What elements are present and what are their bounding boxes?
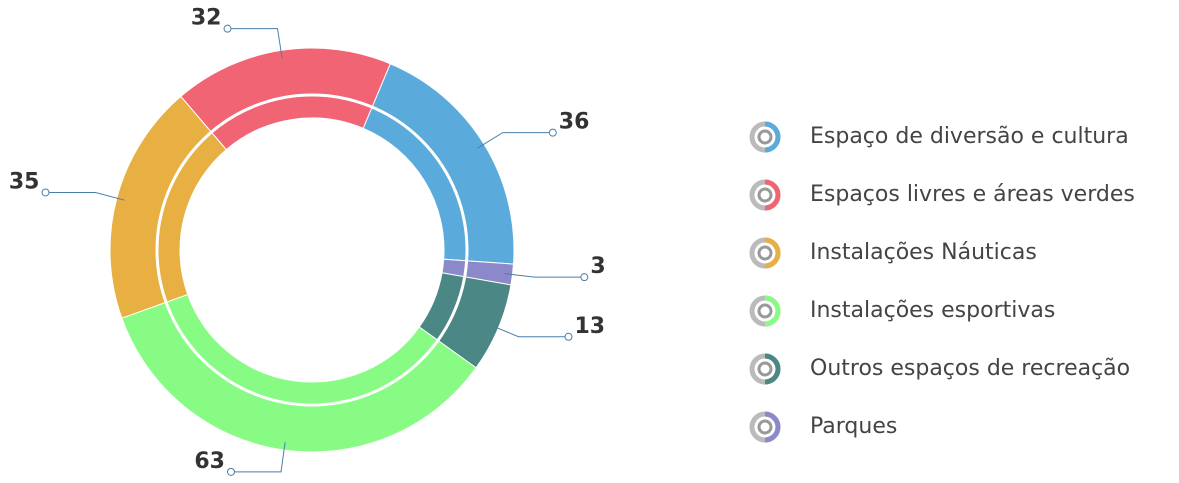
legend-icon-inner: [757, 303, 773, 319]
leader-dot: [226, 467, 235, 476]
leader-line: [45, 191, 125, 201]
legend-label: Outros espaços de recreação: [810, 356, 1130, 381]
legend-icon-inner: [757, 129, 773, 145]
leader-dot: [580, 273, 589, 282]
legend-icon-arc: [764, 295, 781, 327]
data-label: 35: [9, 169, 40, 194]
legend-icon-arc: [764, 237, 781, 269]
donut-segment: [109, 95, 227, 319]
legend-label: Espaço de diversão e cultura: [810, 124, 1129, 149]
leader-dot: [41, 188, 50, 197]
legend-label: Instalações esportivas: [810, 298, 1055, 323]
legend-icon-arc: [764, 179, 781, 211]
legend-icon-inner: [757, 361, 773, 377]
legend-icon-arc: [764, 411, 781, 443]
data-label: 36: [559, 110, 590, 135]
leader-dot: [548, 128, 557, 137]
leader-dot: [223, 24, 232, 33]
leader-line: [227, 28, 283, 59]
data-label: 63: [194, 449, 225, 474]
leader-line: [476, 132, 553, 149]
leader-dot: [564, 332, 573, 341]
donut-segment: [362, 63, 515, 265]
donut-segment: [441, 258, 515, 286]
legend-label: Instalações Náuticas: [810, 240, 1037, 265]
data-label: 3: [590, 254, 605, 279]
leader-line: [490, 324, 569, 338]
legend-icon-inner: [757, 245, 773, 261]
legend-icon-arc: [764, 121, 781, 153]
legend-label: Espaços livres e áreas verdes: [810, 182, 1135, 207]
leader-line: [230, 442, 286, 473]
data-label: 13: [575, 314, 606, 339]
data-label: 32: [191, 6, 222, 31]
legend-icon-inner: [757, 187, 773, 203]
inner-ring: [155, 93, 469, 407]
donut-segment: [121, 293, 477, 453]
legend-icon-inner: [757, 419, 773, 435]
leader-line: [504, 273, 585, 278]
legend-label: Parques: [810, 414, 897, 439]
legend-icon-arc: [764, 353, 781, 385]
